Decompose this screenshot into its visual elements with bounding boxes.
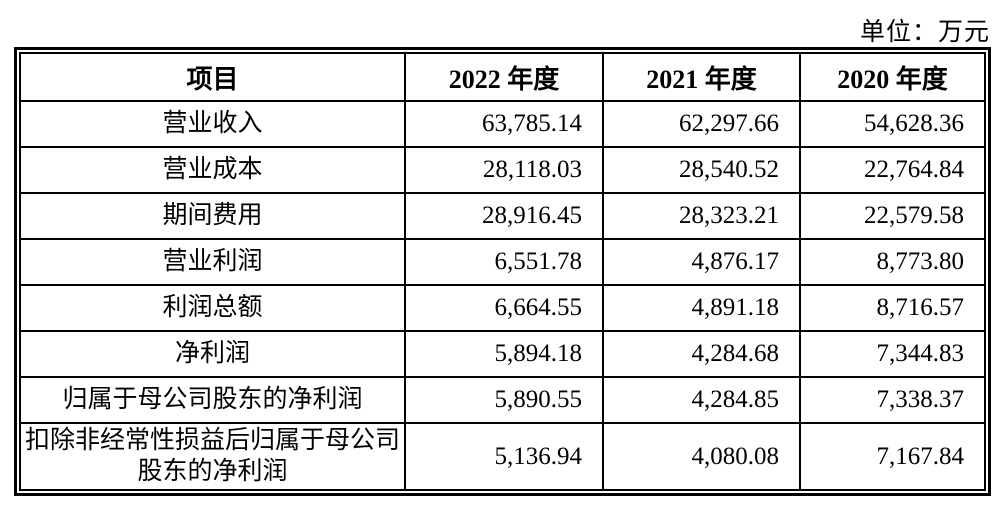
value-2020: 8,773.80 (799, 238, 986, 286)
table-row-operating-revenue: 营业收入 63,785.14 62,297.66 54,628.36 (19, 100, 986, 148)
value-2021: 4,080.08 (602, 422, 801, 491)
value-2022: 6,664.55 (404, 284, 604, 332)
value-2021: 62,297.66 (602, 100, 801, 148)
header-year-2021: 2021 年度 (602, 52, 801, 102)
row-label: 营业收入 (19, 100, 406, 148)
value-2021: 4,876.17 (602, 238, 801, 286)
row-label: 营业成本 (19, 146, 406, 194)
value-2022: 5,136.94 (404, 422, 604, 491)
value-2022: 5,894.18 (404, 330, 604, 378)
value-2021: 4,284.68 (602, 330, 801, 378)
value-2020: 7,167.84 (799, 422, 986, 491)
table-row-net-profit-parent: 归属于母公司股东的净利润 5,890.55 4,284.85 7,338.37 (19, 376, 986, 424)
table-row-period-expenses: 期间费用 28,916.45 28,323.21 22,579.58 (19, 192, 986, 240)
value-2020: 8,716.57 (799, 284, 986, 332)
row-label: 净利润 (19, 330, 406, 378)
header-year-2020: 2020 年度 (799, 52, 986, 102)
row-label: 扣除非经常性损益后归属于母公司股东的净利润 (19, 422, 406, 491)
value-2022: 28,916.45 (404, 192, 604, 240)
row-label: 营业利润 (19, 238, 406, 286)
financial-table: 项目 2022 年度 2021 年度 2020 年度 营业收入 63,785.1… (19, 52, 986, 491)
financial-summary-table: 项目 2022 年度 2021 年度 2020 年度 营业收入 63,785.1… (14, 47, 991, 496)
value-2021: 4,891.18 (602, 284, 801, 332)
table-row-operating-cost: 营业成本 28,118.03 28,540.52 22,764.84 (19, 146, 986, 194)
value-2022: 63,785.14 (404, 100, 604, 148)
value-2020: 22,764.84 (799, 146, 986, 194)
value-2021: 4,284.85 (602, 376, 801, 424)
row-label: 归属于母公司股东的净利润 (19, 376, 406, 424)
unit-label: 单位：万元 (859, 19, 990, 46)
value-2022: 6,551.78 (404, 238, 604, 286)
table-row-operating-profit: 营业利润 6,551.78 4,876.17 8,773.80 (19, 238, 986, 286)
header-year-2022: 2022 年度 (404, 52, 604, 102)
value-2021: 28,323.21 (602, 192, 801, 240)
value-2020: 22,579.58 (799, 192, 986, 240)
value-2020: 54,628.36 (799, 100, 986, 148)
table-row-net-profit: 净利润 5,894.18 4,284.68 7,344.83 (19, 330, 986, 378)
value-2022: 5,890.55 (404, 376, 604, 424)
value-2020: 7,338.37 (799, 376, 986, 424)
header-item-column: 项目 (19, 52, 406, 102)
table-row-net-profit-parent-deducted: 扣除非经常性损益后归属于母公司股东的净利润 5,136.94 4,080.08 … (19, 422, 986, 491)
value-2022: 28,118.03 (404, 146, 604, 194)
value-2020: 7,344.83 (799, 330, 986, 378)
value-2021: 28,540.52 (602, 146, 801, 194)
table-header-row: 项目 2022 年度 2021 年度 2020 年度 (19, 52, 986, 102)
row-label: 期间费用 (19, 192, 406, 240)
table-row-total-profit: 利润总额 6,664.55 4,891.18 8,716.57 (19, 284, 986, 332)
row-label: 利润总额 (19, 284, 406, 332)
